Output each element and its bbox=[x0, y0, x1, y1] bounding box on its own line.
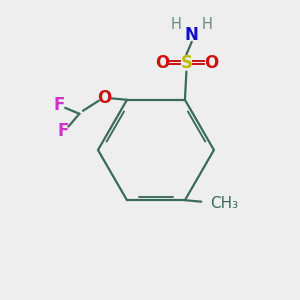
Text: H: H bbox=[202, 16, 213, 32]
Text: S: S bbox=[180, 54, 192, 72]
Text: F: F bbox=[53, 96, 65, 114]
Text: O: O bbox=[98, 89, 112, 107]
Text: H: H bbox=[171, 16, 182, 32]
Text: O: O bbox=[204, 54, 218, 72]
Text: N: N bbox=[185, 26, 199, 44]
Text: F: F bbox=[57, 122, 69, 140]
Text: CH₃: CH₃ bbox=[210, 196, 238, 211]
Text: O: O bbox=[155, 54, 169, 72]
